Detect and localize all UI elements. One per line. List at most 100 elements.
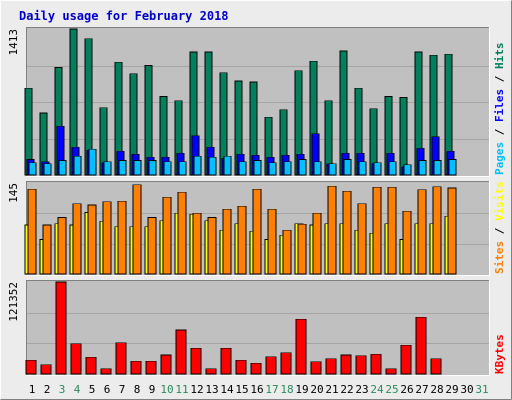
bar-hits-day-26 (399, 97, 408, 176)
bar-pages-day-13 (208, 157, 217, 176)
bar-pages-day-2 (43, 163, 52, 176)
bar-visits-day-10 (162, 197, 172, 275)
x-axis-label-day-23: 23 (355, 383, 368, 396)
legend-pages: Pages (493, 142, 506, 175)
legend: Pages / Files / Hits (493, 43, 506, 176)
x-axis-label-day-19: 19 (295, 383, 308, 396)
bar-kbytes-day-9 (145, 360, 157, 375)
x-axis-label-day-29: 29 (445, 383, 458, 396)
bar-kbytes-day-3 (55, 281, 67, 375)
bar-visits-day-27 (417, 189, 427, 275)
bar-kbytes-day-6 (100, 368, 112, 375)
bar-pages-day-12 (193, 156, 202, 176)
bar-pages-day-22 (343, 159, 352, 176)
bar-kbytes-day-27 (415, 316, 427, 375)
legend-separator: / (493, 69, 506, 89)
bar-pages-day-3 (58, 160, 67, 176)
bar-kbytes-day-15 (235, 360, 247, 375)
panel-visits-sites: 145 Sites / Visits (7, 181, 506, 276)
bar-kbytes-day-25 (385, 368, 397, 375)
legend-separator: / (493, 221, 506, 241)
y-axis-max-label: 121352 (7, 282, 20, 322)
bar-pages-day-11 (178, 161, 187, 176)
x-axis-label-day-10: 10 (160, 383, 173, 396)
bar-pages-day-26 (403, 164, 412, 176)
bar-visits-day-21 (327, 185, 337, 275)
x-axis-label-day-6: 6 (104, 383, 111, 396)
x-axis-label-day-3: 3 (59, 383, 66, 396)
bar-kbytes-day-19 (295, 319, 307, 375)
bar-visits-day-18 (282, 229, 292, 275)
bar-visits-day-6 (102, 201, 112, 275)
bar-kbytes-day-16 (250, 363, 262, 375)
legend-sites: Sites (493, 241, 506, 274)
bar-visits-day-11 (177, 192, 187, 275)
x-axis-label-day-17: 17 (265, 383, 278, 396)
bar-visits-day-20 (312, 212, 322, 275)
bar-visits-day-14 (222, 209, 232, 275)
bar-visits-day-29 (447, 187, 457, 275)
x-axis-label-day-2: 2 (44, 383, 51, 396)
x-axis-label-day-5: 5 (89, 383, 96, 396)
bar-kbytes-day-21 (325, 358, 337, 375)
bar-pages-day-16 (253, 160, 262, 176)
bar-visits-day-2 (42, 224, 52, 275)
bar-visits-day-12 (192, 212, 202, 275)
bar-pages-day-29 (448, 159, 457, 176)
bar-visits-day-15 (237, 205, 247, 275)
x-axis-label-day-21: 21 (325, 383, 338, 396)
bar-pages-day-23 (358, 161, 367, 176)
bar-kbytes-day-28 (430, 358, 442, 375)
bar-pages-day-6 (103, 161, 112, 176)
bar-kbytes-day-1 (25, 360, 37, 375)
legend-kbytes: KBytes (493, 334, 506, 374)
legend-visits: Visits (493, 181, 506, 221)
bar-pages-day-20 (313, 161, 322, 176)
bar-pages-day-15 (238, 161, 247, 176)
panel-hits-files-pages: 1413 Pages / Files / Hits (7, 27, 506, 177)
x-axis-labels: 1 2 3 4 5 6 7 8 9 10 11 12 13 14 15 16 17 18 19 20 21 22 23 24 2… (29, 383, 489, 396)
x-axis-label-day-20: 20 (310, 383, 323, 396)
bar-visits-day-16 (252, 188, 262, 275)
bar-kbytes-day-2 (40, 364, 52, 375)
bar-visits-day-19 (297, 224, 307, 275)
x-axis-label-day-27: 27 (415, 383, 428, 396)
x-axis-label-day-11: 11 (175, 383, 188, 396)
y-axis-max-label: 1413 (7, 29, 20, 56)
x-axis-label-day-25: 25 (385, 383, 398, 396)
bar-pages-day-14 (223, 156, 232, 176)
x-axis-label-day-30: 30 (460, 383, 473, 396)
x-axis-label-day-18: 18 (280, 383, 293, 396)
legend: KBytes (493, 334, 506, 374)
bar-pages-day-18 (283, 161, 292, 176)
x-axis-label-day-15: 15 (235, 383, 248, 396)
bar-kbytes-day-4 (70, 343, 82, 375)
bar-kbytes-day-14 (220, 347, 232, 375)
bar-kbytes-day-7 (115, 342, 127, 375)
bar-visits-day-26 (402, 210, 412, 275)
bar-pages-day-19 (298, 159, 307, 176)
bar-pages-day-10 (163, 161, 172, 176)
x-axis-label-day-9: 9 (149, 383, 156, 396)
bar-pages-day-5 (88, 148, 97, 176)
x-axis-label-day-22: 22 (340, 383, 353, 396)
chart-title: Daily usage for February 2018 (19, 9, 229, 23)
bar-visits-day-9 (147, 217, 157, 275)
bar-visits-day-25 (387, 187, 397, 275)
bar-pages-day-17 (268, 162, 277, 176)
legend-hits: Hits (493, 43, 506, 70)
bar-kbytes-day-8 (130, 360, 142, 375)
bar-visits-day-22 (342, 190, 352, 275)
bar-pages-day-28 (433, 160, 442, 176)
bar-visits-day-7 (117, 200, 127, 275)
bar-kbytes-day-17 (265, 356, 277, 375)
bar-pages-day-27 (418, 160, 427, 176)
x-axis-label-day-28: 28 (430, 383, 443, 396)
bar-pages-day-8 (133, 160, 142, 176)
bar-visits-day-3 (57, 217, 67, 275)
x-axis-label-day-1: 1 (29, 383, 36, 396)
x-axis-label-day-31: 31 (475, 383, 488, 396)
x-axis-label-day-14: 14 (220, 383, 234, 396)
bar-kbytes-day-26 (400, 344, 412, 375)
